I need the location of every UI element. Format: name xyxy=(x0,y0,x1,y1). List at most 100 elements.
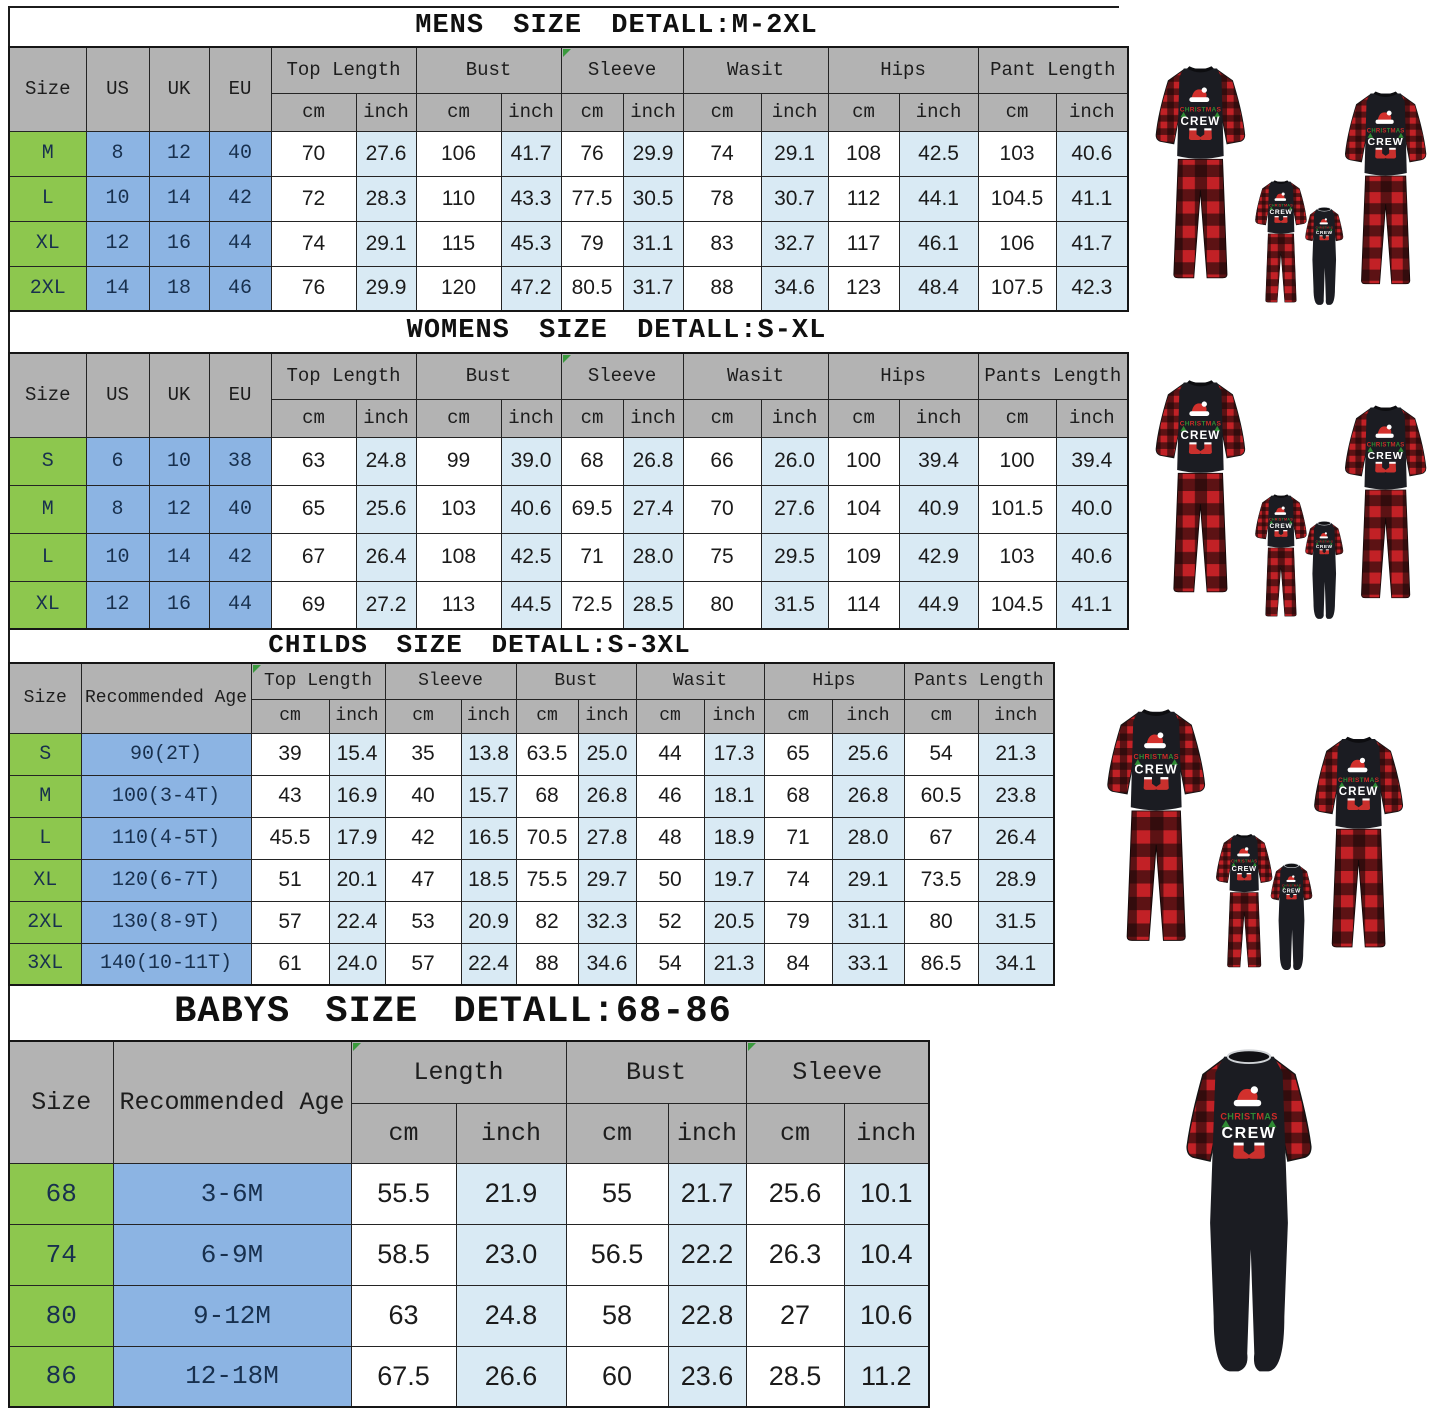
value-cell: 60.5 xyxy=(903,774,979,818)
value-cell: 120 xyxy=(415,265,502,312)
col-header-inch: inch xyxy=(500,398,562,438)
value-cell: 45.5 xyxy=(250,816,330,860)
value-cell: 50 xyxy=(635,858,705,902)
mens-table-title: MENS SIZE DETALL:M-2XL xyxy=(415,11,818,41)
us-cell: 6 xyxy=(85,436,150,486)
col-group-pants-length: Pants Length xyxy=(903,662,1055,700)
womens-size-table: Size US UK EU Top Length Bust Sleeve Was… xyxy=(8,352,1130,630)
eu-cell: 44 xyxy=(208,220,272,267)
col-group-sleeve: Sleeve xyxy=(560,352,684,400)
col-group-top-length: Top Length xyxy=(250,662,386,700)
value-cell: 65 xyxy=(763,732,833,776)
value-cell: 28.5 xyxy=(622,580,684,630)
size-cell: 3XL xyxy=(8,942,82,986)
size-cell: 74 xyxy=(8,1223,114,1286)
size-cell: XL xyxy=(8,220,87,267)
value-cell: 52 xyxy=(635,900,705,944)
col-header-cm: cm xyxy=(977,398,1057,438)
value-cell: 26.8 xyxy=(622,436,684,486)
eu-cell: 46 xyxy=(208,265,272,312)
col-group-waist: Wasit xyxy=(682,46,829,94)
value-cell: 104 xyxy=(827,484,900,534)
eu-cell: 40 xyxy=(208,484,272,534)
us-cell: 12 xyxy=(85,580,150,630)
recommended-age-cell: 100(3-4T) xyxy=(80,774,252,818)
value-cell: 22.4 xyxy=(460,942,517,986)
value-cell: 69.5 xyxy=(560,484,624,534)
value-cell: 29.1 xyxy=(355,220,417,267)
value-cell: 108 xyxy=(415,532,502,582)
babys-size-table: Size Recommended Age Length Bust Sleeve … xyxy=(8,1040,931,1408)
value-cell: 40 xyxy=(384,774,462,818)
mens-size-row: XL 12 16 44 74 29.1 115 45.3 79 31.1 83 … xyxy=(8,220,1129,267)
value-cell: 44.5 xyxy=(500,580,562,630)
value-cell: 26.4 xyxy=(977,816,1055,860)
value-cell: 26.0 xyxy=(760,436,829,486)
eu-cell: 42 xyxy=(208,532,272,582)
recommended-age-cell: 9-12M xyxy=(112,1284,352,1347)
eu-cell: 42 xyxy=(208,175,272,222)
value-cell: 41.1 xyxy=(1055,175,1129,222)
col-group-pants-length: Pants Length xyxy=(977,352,1129,400)
childs-size-row: M 100(3-4T) 43 16.9 40 15.7 68 26.8 46 1… xyxy=(8,774,1055,818)
value-cell: 23.8 xyxy=(977,774,1055,818)
value-cell: 27.4 xyxy=(622,484,684,534)
value-cell: 104.5 xyxy=(977,175,1057,222)
col-header-cm: cm xyxy=(415,92,502,132)
value-cell: 61 xyxy=(250,942,330,986)
col-header-us: US xyxy=(85,352,150,438)
value-cell: 117 xyxy=(827,220,900,267)
womens-table-title: WOMENS SIZE DETALL:S-XL xyxy=(406,316,827,346)
value-cell: 10.4 xyxy=(843,1223,930,1286)
value-cell: 68 xyxy=(763,774,833,818)
womens-size-row: XL 12 16 44 69 27.2 113 44.5 72.5 28.5 8… xyxy=(8,580,1129,630)
value-cell: 84 xyxy=(763,942,833,986)
col-header-eu: EU xyxy=(208,352,272,438)
col-group-top-length: Top Length xyxy=(270,46,417,94)
col-header-cm: cm xyxy=(270,92,357,132)
value-cell: 30.5 xyxy=(622,175,684,222)
value-cell: 27.8 xyxy=(577,816,637,860)
size-cell: M xyxy=(8,774,82,818)
value-cell: 100 xyxy=(977,436,1057,486)
mens-size-row: L 10 14 42 72 28.3 110 43.3 77.5 30.5 78… xyxy=(8,175,1129,222)
uk-cell: 12 xyxy=(148,130,210,177)
value-cell: 56.5 xyxy=(565,1223,669,1286)
col-header-inch: inch xyxy=(455,1102,567,1164)
us-cell: 8 xyxy=(85,130,150,177)
value-cell: 70 xyxy=(270,130,357,177)
value-cell: 103 xyxy=(415,484,502,534)
col-group-waist: Wasit xyxy=(635,662,765,700)
value-cell: 42.5 xyxy=(500,532,562,582)
value-cell: 76 xyxy=(270,265,357,312)
value-cell: 67 xyxy=(270,532,357,582)
value-cell: 40.6 xyxy=(1055,532,1129,582)
childs-size-row: L 110(4-5T) 45.5 17.9 42 16.5 70.5 27.8 … xyxy=(8,816,1055,860)
value-cell: 72.5 xyxy=(560,580,624,630)
value-cell: 71 xyxy=(560,532,624,582)
value-cell: 23.6 xyxy=(667,1345,747,1408)
spreadsheet-flag-icon xyxy=(252,665,261,673)
recommended-age-cell: 12-18M xyxy=(112,1345,352,1408)
value-cell: 107.5 xyxy=(977,265,1057,312)
value-cell: 16.9 xyxy=(328,774,386,818)
size-cell: XL xyxy=(8,580,87,630)
col-header-inch: inch xyxy=(843,1102,930,1164)
value-cell: 57 xyxy=(384,942,462,986)
value-cell: 41.7 xyxy=(1055,220,1129,267)
col-header-inch: inch xyxy=(667,1102,747,1164)
value-cell: 18.1 xyxy=(703,774,765,818)
spreadsheet-flag-icon xyxy=(562,355,571,363)
value-cell: 19.7 xyxy=(703,858,765,902)
mens-size-row: M 8 12 40 70 27.6 106 41.7 76 29.9 74 29… xyxy=(8,130,1129,177)
value-cell: 26.8 xyxy=(831,774,905,818)
value-cell: 40.9 xyxy=(898,484,979,534)
col-header-recommended-age: Recommended Age xyxy=(112,1040,352,1164)
col-header-inch: inch xyxy=(831,698,905,734)
col-header-eu: EU xyxy=(208,46,272,132)
value-cell: 71 xyxy=(763,816,833,860)
col-header-uk: UK xyxy=(148,46,210,132)
us-cell: 10 xyxy=(85,175,150,222)
value-cell: 79 xyxy=(763,900,833,944)
value-cell: 29.1 xyxy=(760,130,829,177)
